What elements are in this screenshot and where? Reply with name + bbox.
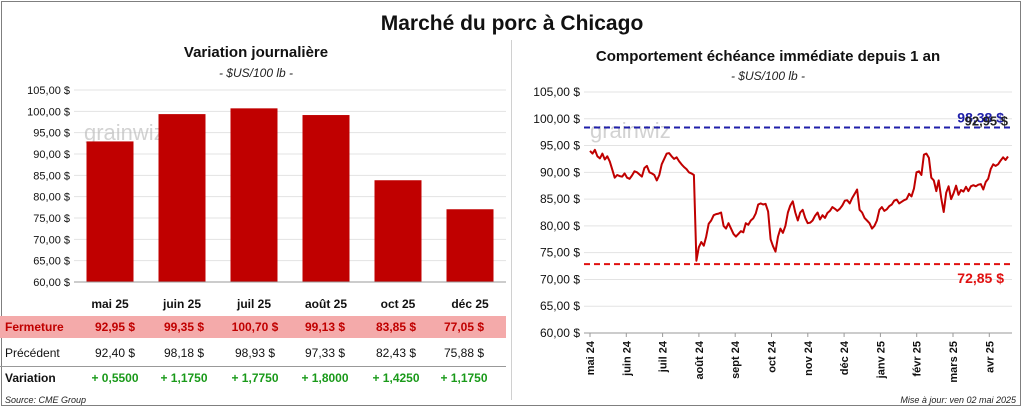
y-tick-label: 80,00 $ — [540, 219, 580, 233]
update-note: Mise à jour: ven 02 mai 2025 — [900, 395, 1016, 405]
x-tick-label: déc 24 — [839, 340, 851, 375]
watermark: grainwiz — [590, 118, 671, 143]
x-tick-label: mai 24 — [585, 340, 597, 375]
y-tick-label: 75,00 $ — [540, 246, 580, 260]
x-tick-label: nov 24 — [803, 340, 815, 376]
close-value: 77,05 $ — [443, 320, 485, 334]
y-tick-label: 75,00 $ — [33, 213, 70, 225]
main-title: Marché du porc à Chicago — [380, 12, 644, 35]
x-tick-label: août 25 — [305, 297, 347, 311]
x-tick-label: mai 25 — [91, 297, 129, 311]
x-tick-label: août 24 — [694, 340, 706, 379]
previous-value: 98,18 $ — [163, 346, 205, 360]
x-tick-label: juin 24 — [621, 340, 633, 377]
variation-value: + 1,7750 — [231, 371, 279, 385]
panel-divider — [511, 40, 512, 400]
y-tick-label: 70,00 $ — [540, 272, 580, 286]
x-tick-label: juil 25 — [236, 297, 271, 311]
price-series-line — [589, 148, 1009, 262]
right-chart-title: Comportement échéance immédiate depuis 1… — [595, 48, 941, 65]
table-row-previous: Précédent 92,40 $ 98,18 $ 98,93 $ 97,33 … — [0, 342, 506, 364]
bar — [302, 115, 350, 282]
previous-value: 75,88 $ — [443, 346, 485, 360]
variation-value: + 1,8000 — [301, 371, 349, 385]
previous-label: Précédent — [5, 346, 60, 360]
y-tick-label: 85,00 $ — [540, 192, 580, 206]
close-label: Fermeture — [5, 320, 64, 334]
x-tick-label: févr 25 — [912, 341, 924, 376]
x-tick-label: oct 24 — [767, 340, 779, 373]
y-tick-label: 65,00 $ — [540, 299, 580, 313]
high-value-label: 98,38 $ — [957, 109, 1004, 125]
table-row-close: Fermeture 92,95 $ 99,35 $ 100,70 $ 99,13… — [0, 316, 506, 338]
y-tick-label: 90,00 $ — [33, 149, 70, 161]
close-value: 99,13 $ — [304, 320, 346, 334]
x-tick-label: janv 25 — [875, 341, 887, 379]
y-tick-label: 100,00 $ — [27, 106, 70, 118]
watermark: grainwiz — [84, 120, 165, 145]
previous-value: 98,93 $ — [234, 346, 276, 360]
y-tick-label: 85,00 $ — [33, 170, 70, 182]
x-tick-label: sept 24 — [730, 340, 742, 379]
source-note: Source: CME Group — [5, 395, 87, 405]
bar — [374, 180, 422, 282]
variation-label: Variation — [5, 371, 56, 385]
variation-value: + 1,1750 — [440, 371, 488, 385]
left-chart-unit: - $US/100 lb - — [218, 66, 294, 80]
y-tick-label: 105,00 $ — [27, 85, 70, 97]
bar — [446, 209, 494, 282]
previous-value: 82,43 $ — [375, 346, 417, 360]
y-tick-label: 105,00 $ — [533, 85, 580, 99]
x-tick-label: mars 25 — [948, 341, 960, 383]
y-tick-label: 95,00 $ — [33, 128, 70, 140]
y-tick-label: 70,00 $ — [33, 234, 70, 246]
y-tick-label: 60,00 $ — [540, 326, 580, 340]
left-bar-chart: 60,00 $ 65,00 $ 70,00 $ 75,00 $ 80,00 $ 85,00… — [27, 85, 506, 311]
x-tick-label: juin 25 — [162, 297, 201, 311]
x-tick-label: oct 25 — [381, 297, 416, 311]
y-tick-label: 60,00 $ — [33, 277, 70, 289]
close-value: 100,70 $ — [231, 320, 279, 334]
close-value: 83,85 $ — [375, 320, 417, 334]
right-chart-unit: - $US/100 lb - — [730, 69, 806, 83]
x-tick-label: juil 24 — [658, 340, 670, 373]
previous-value: 97,33 $ — [304, 346, 346, 360]
low-value-label: 72,85 $ — [957, 270, 1004, 286]
left-chart-title: Variation journalière — [183, 44, 329, 61]
variation-value: + 1,4250 — [372, 371, 420, 385]
table-row-variation: Variation + 0,5500 + 1,1750 + 1,7750 + 1… — [0, 367, 506, 389]
bar — [86, 141, 134, 282]
table-divider — [0, 366, 506, 367]
y-tick-label: 100,00 $ — [533, 112, 580, 126]
y-tick-label: 95,00 $ — [540, 139, 580, 153]
variation-value: + 1,1750 — [160, 371, 208, 385]
previous-value: 92,40 $ — [94, 346, 136, 360]
close-value: 92,95 $ — [94, 320, 136, 334]
y-tick-label: 65,00 $ — [33, 256, 70, 268]
bar — [230, 108, 278, 282]
last-value-label: 92,95 $ — [965, 113, 1009, 128]
variation-value: + 0,5500 — [91, 371, 139, 385]
x-tick-label: avr 25 — [984, 341, 996, 373]
close-value: 99,35 $ — [163, 320, 205, 334]
y-tick-label: 90,00 $ — [540, 165, 580, 179]
bar — [158, 114, 206, 283]
x-tick-label: déc 25 — [451, 297, 489, 311]
y-tick-label: 80,00 $ — [33, 192, 70, 204]
